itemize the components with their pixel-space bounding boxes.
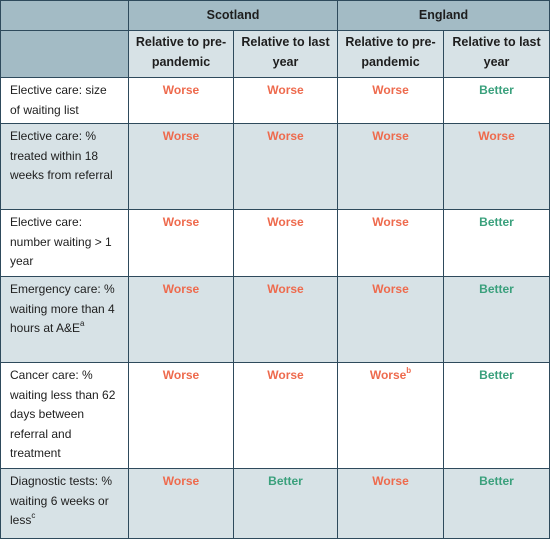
corner-cell xyxy=(0,0,129,31)
table-row: Emergency care: % waiting more than 4 ho… xyxy=(0,276,550,363)
status-text: Worse xyxy=(162,83,200,97)
row-label: Elective care: % treated within 18 weeks… xyxy=(0,123,129,210)
table-row: Cancer care: % waiting less than 62 days… xyxy=(0,362,550,469)
column-header-row: Relative to pre-pandemic Relative to las… xyxy=(0,30,550,78)
status-text: Worse xyxy=(162,129,200,143)
row-label-text: Elective care: number waiting > 1 year xyxy=(10,215,112,268)
column-header: Relative to pre-pandemic xyxy=(128,30,234,78)
row-label: Cancer care: % waiting less than 62 days… xyxy=(0,362,129,469)
table-row: Diagnostic tests: % waiting 6 weeks or l… xyxy=(0,468,550,539)
region-header-scotland: Scotland xyxy=(127,0,339,31)
status-cell: Worseb xyxy=(337,362,445,469)
row-label-text: Emergency care: % waiting more than 4 ho… xyxy=(10,282,115,335)
row-label: Elective care: number waiting > 1 year xyxy=(0,209,129,277)
table-row: Elective care: size of waiting list Worse… xyxy=(0,77,550,124)
status-text: Worse xyxy=(267,215,304,229)
status-text: Worse xyxy=(162,368,200,382)
status-text: Worse xyxy=(372,474,409,488)
status-cell: Better xyxy=(232,468,339,539)
status-text: Better xyxy=(479,215,514,229)
status-cell: Worse xyxy=(337,123,445,210)
row-label-text: Cancer care: % waiting less than 62 days… xyxy=(10,368,116,460)
status-cell: Worse xyxy=(337,468,445,539)
status-cell: Worse xyxy=(128,276,234,363)
column-header: Relative to pre-pandemic xyxy=(337,30,445,78)
status-cell: Worse xyxy=(337,209,445,277)
corner-cell-2 xyxy=(0,30,129,78)
region-header-england: England xyxy=(337,0,550,31)
status-text: Worse xyxy=(372,282,409,296)
row-label-text: Elective care: size of waiting list xyxy=(10,83,107,117)
table-body: Elective care: size of waiting list Worse… xyxy=(0,77,550,539)
status-cell: Worse xyxy=(128,209,234,277)
status-text: Worse xyxy=(267,368,304,382)
status-text: Worse xyxy=(372,83,409,97)
status-cell: Worse xyxy=(232,362,339,469)
footnote-marker: c xyxy=(31,511,36,520)
status-text: Worse xyxy=(162,215,200,229)
status-text: Better xyxy=(479,282,514,296)
status-text: Better xyxy=(479,474,514,488)
status-text: Worse xyxy=(372,215,409,229)
status-cell: Worse xyxy=(232,276,339,363)
status-cell: Better xyxy=(443,468,550,539)
status-cell: Worse xyxy=(128,77,234,124)
row-label: Emergency care: % waiting more than 4 ho… xyxy=(0,276,129,363)
status-cell: Worse xyxy=(443,123,550,210)
status-cell: Worse xyxy=(232,123,339,210)
footnote-marker: a xyxy=(80,319,85,328)
status-cell: Worse xyxy=(232,77,339,124)
status-cell: Worse xyxy=(337,77,445,124)
footnote-marker: b xyxy=(406,366,412,375)
status-text: Better xyxy=(479,368,514,382)
status-text: Worse xyxy=(369,368,407,382)
row-label-text: Diagnostic tests: % waiting 6 weeks or l… xyxy=(10,474,113,527)
status-cell: Worse xyxy=(128,362,234,469)
status-text: Worse xyxy=(267,83,304,97)
region-header-row: Scotland England xyxy=(0,0,550,31)
status-cell: Better xyxy=(443,276,550,363)
status-text: Worse xyxy=(372,129,409,143)
status-text: Better xyxy=(268,474,303,488)
status-text: Worse xyxy=(162,282,200,296)
status-text: Better xyxy=(479,83,514,97)
status-cell: Worse xyxy=(128,123,234,210)
table-row: Elective care: % treated within 18 weeks… xyxy=(0,123,550,210)
status-text: Worse xyxy=(162,474,200,488)
status-text: Worse xyxy=(267,129,304,143)
table-row: Elective care: number waiting > 1 year Wo… xyxy=(0,209,550,277)
row-label: Diagnostic tests: % waiting 6 weeks or l… xyxy=(0,468,129,539)
status-cell: Worse xyxy=(232,209,339,277)
status-cell: Worse xyxy=(128,468,234,539)
status-cell: Better xyxy=(443,209,550,277)
status-cell: Worse xyxy=(337,276,445,363)
column-header: Relative to last year xyxy=(443,30,550,78)
column-header: Relative to last year xyxy=(232,30,339,78)
status-text: Worse xyxy=(478,129,515,143)
status-cell: Better xyxy=(443,77,550,124)
row-label: Elective care: size of waiting list xyxy=(0,77,129,124)
row-label-text: Elective care: % treated within 18 weeks… xyxy=(10,129,113,182)
status-text: Worse xyxy=(267,282,304,296)
status-cell: Better xyxy=(443,362,550,469)
